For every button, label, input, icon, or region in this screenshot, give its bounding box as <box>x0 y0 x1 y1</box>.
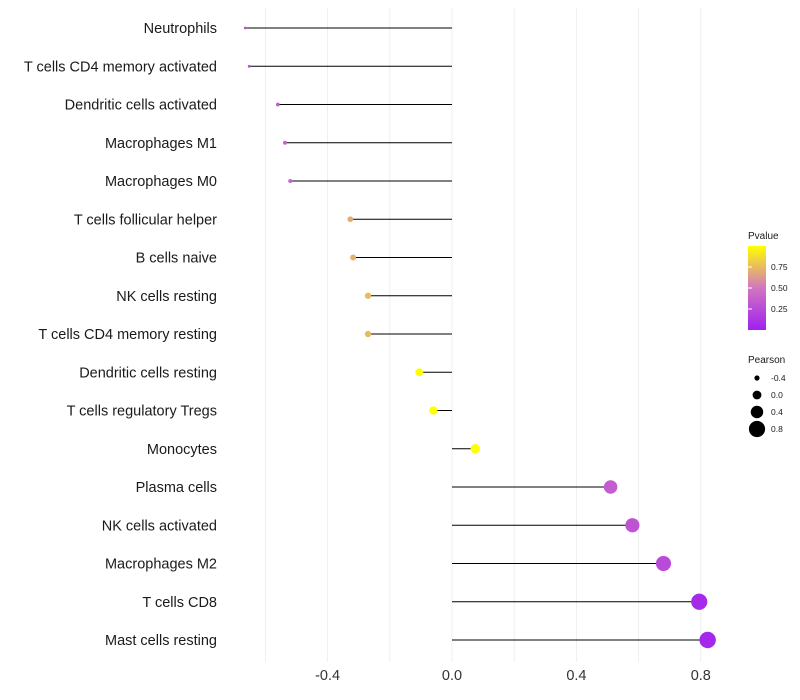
stem-layer <box>245 27 708 641</box>
pearson-legend-point <box>748 420 766 438</box>
category-label: T cells CD4 memory activated <box>24 59 217 75</box>
lollipop-point <box>625 518 640 533</box>
category-label: T cells CD4 memory resting <box>38 327 217 343</box>
x-tick-label: -0.4 <box>315 668 340 684</box>
lollipop-point <box>655 555 672 572</box>
category-label: NK cells activated <box>102 518 217 534</box>
category-label: Macrophages M2 <box>105 557 217 573</box>
lollipop-point <box>243 26 247 30</box>
pvalue-colorbar <box>748 246 766 330</box>
pearson-legend-title: Pearson <box>748 355 785 366</box>
grid-layer <box>264 8 702 662</box>
lollipop-point <box>347 216 354 223</box>
pearson-legend-point <box>750 405 764 419</box>
category-label: T cells follicular helper <box>74 212 217 228</box>
lollipop-point <box>364 330 372 338</box>
category-label: Macrophages M0 <box>105 174 217 190</box>
x-tick-label: 0.8 <box>691 668 711 684</box>
category-label: Macrophages M1 <box>105 136 217 152</box>
pvalue-legend-label: 0.50 <box>771 283 788 293</box>
category-label: Monocytes <box>147 442 217 458</box>
x-axis-ticks: -0.4 0.0 0.4 0.8 <box>315 668 711 684</box>
lollipop-point <box>247 64 251 68</box>
pvalue-legend: Pvalue 0.25 0.50 0.75 <box>748 231 788 330</box>
lollipop-point <box>415 368 424 377</box>
lollipop-point <box>350 254 357 261</box>
lollipop-point <box>470 443 481 454</box>
category-label: Neutrophils <box>144 21 217 37</box>
lollipop-point <box>364 292 372 299</box>
category-label: Mast cells resting <box>105 633 217 649</box>
lollipop-point <box>283 140 287 145</box>
pearson-legend-label: 0.8 <box>771 424 783 434</box>
lollipop-point <box>275 102 280 107</box>
pearson-legend-point <box>754 375 760 381</box>
lollipop-point <box>699 631 716 649</box>
point-layer <box>243 26 716 649</box>
category-labels: Neutrophils T cells CD4 memory activated D… <box>24 21 217 649</box>
category-label: Dendritic cells activated <box>65 98 217 114</box>
x-tick-label: 0.4 <box>566 668 586 684</box>
category-label: Plasma cells <box>136 480 217 496</box>
pearson-legend-label: 0.0 <box>771 390 783 400</box>
pearson-legend-label: 0.4 <box>771 407 783 417</box>
lollipop-point <box>288 178 293 184</box>
pearson-legend-label: -0.4 <box>771 373 786 383</box>
lollipop-point <box>691 593 708 610</box>
lollipop-point <box>603 480 618 494</box>
pvalue-legend-label: 0.75 <box>771 262 788 272</box>
category-label: B cells naive <box>136 251 217 267</box>
pvalue-legend-label: 0.25 <box>771 304 788 314</box>
x-tick-label: 0.0 <box>442 668 462 684</box>
pvalue-legend-title: Pvalue <box>748 231 779 242</box>
pearson-legend-point <box>752 390 762 400</box>
category-label: NK cells resting <box>116 289 217 305</box>
category-label: T cells regulatory Tregs <box>67 404 217 420</box>
category-label: Dendritic cells resting <box>79 365 217 381</box>
pearson-legend: Pearson -0.4 0.0 0.4 0.8 <box>748 355 786 438</box>
lollipop-point <box>429 406 438 415</box>
category-label: T cells CD8 <box>142 595 217 611</box>
